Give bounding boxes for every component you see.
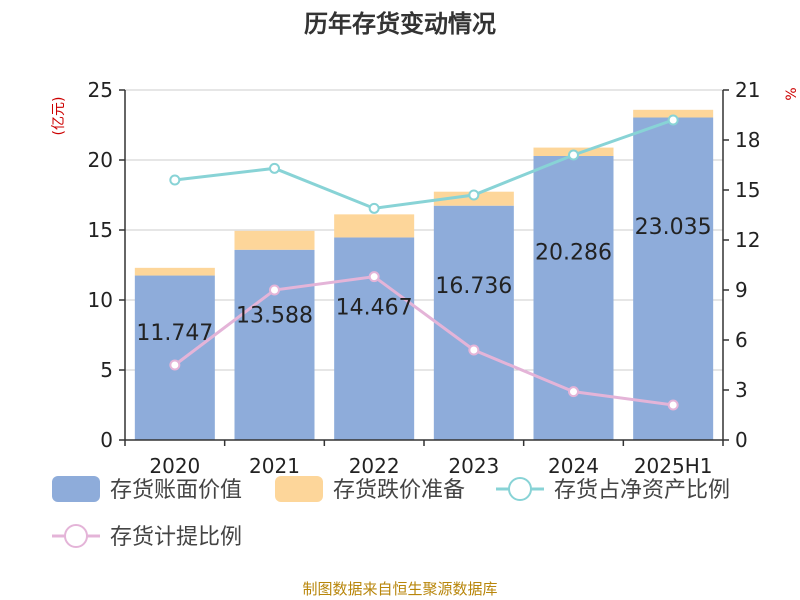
legend-marker (64, 524, 88, 548)
x-tick-label: 2020 (149, 454, 200, 478)
data-label: 11.747 (136, 321, 213, 346)
left-tick-label: 10 (88, 288, 113, 312)
left-tick-label: 5 (100, 358, 113, 382)
bar-book-value (533, 155, 614, 440)
source-note: 制图数据来自恒生聚源数据库 (302, 580, 497, 598)
point-provision-ratio (169, 359, 181, 371)
line-series (169, 114, 679, 411)
point-provision-ratio (568, 386, 579, 398)
point-net-asset-ratio (269, 162, 280, 174)
point-provision-ratio (468, 344, 480, 356)
right-tick-label: 3 (735, 378, 748, 402)
bar-book-value (334, 237, 415, 440)
x-tick-label: 2025H1 (634, 454, 713, 478)
right-tick-label: 12 (735, 228, 760, 252)
point-net-asset-ratio (667, 114, 679, 126)
bar-impairment-reserve (334, 214, 415, 238)
right-tick-label: 15 (735, 178, 760, 202)
right-tick-label: 6 (735, 328, 748, 352)
data-label: 23.035 (635, 215, 712, 240)
x-tick-label: 2021 (249, 454, 300, 478)
bar-book-value (433, 205, 514, 440)
point-provision-ratio (667, 399, 679, 411)
right-tick-label: 0 (735, 428, 748, 452)
legend-label: 存货计提比例 (110, 525, 242, 550)
bar-impairment-reserve (134, 267, 215, 276)
bar-book-value (633, 117, 714, 440)
x-tick-label: 2022 (349, 454, 400, 478)
point-net-asset-ratio (468, 189, 480, 201)
chart-title: 历年存货变动情况 (304, 10, 496, 38)
left-tick-label: 15 (88, 218, 113, 242)
point-net-asset-ratio (368, 202, 380, 214)
legend-label: 存货占净资产比例 (554, 478, 730, 503)
left-tick-label: 25 (88, 78, 113, 102)
right-axis-unit: % (784, 87, 800, 100)
legend-marker (508, 477, 532, 501)
gridlines (125, 89, 723, 371)
bar-series (134, 109, 714, 440)
x-tick-label: 2024 (548, 454, 599, 478)
data-label: 16.736 (435, 274, 512, 299)
data-labels: 11.747 13.588 14.467 16.736 20.286 23.035 (136, 215, 711, 346)
legend-label: 存货账面价值 (110, 478, 242, 503)
bar-impairment-reserve (633, 109, 714, 118)
bar-book-value (134, 275, 215, 440)
legend-swatch (52, 476, 100, 502)
line-net-asset-ratio (174, 118, 674, 210)
left-axis-unit: (亿元) (51, 97, 67, 136)
point-net-asset-ratio (169, 174, 181, 186)
axes: 0 5 10 15 20 25 0 3 6 9 12 15 18 21 2020 2021 2022 2023 20… (88, 78, 761, 478)
data-label: 20.286 (535, 241, 612, 266)
left-tick-label: 0 (100, 428, 113, 452)
bar-impairment-reserve (234, 230, 315, 250)
legend-swatch (275, 476, 323, 502)
right-tick-label: 18 (735, 128, 760, 152)
left-tick-label: 20 (88, 148, 113, 172)
right-tick-label: 9 (735, 278, 748, 302)
point-provision-ratio (269, 284, 280, 296)
line-provision-ratio (173, 275, 674, 407)
legend-label: 存货跌价准备 (333, 478, 465, 503)
data-label: 14.467 (336, 295, 413, 320)
bar-book-value (234, 249, 315, 440)
right-tick-label: 21 (735, 78, 760, 102)
point-provision-ratio (368, 271, 380, 283)
point-net-asset-ratio (568, 149, 579, 161)
data-label: 13.588 (236, 304, 313, 329)
x-tick-label: 2023 (448, 454, 499, 478)
